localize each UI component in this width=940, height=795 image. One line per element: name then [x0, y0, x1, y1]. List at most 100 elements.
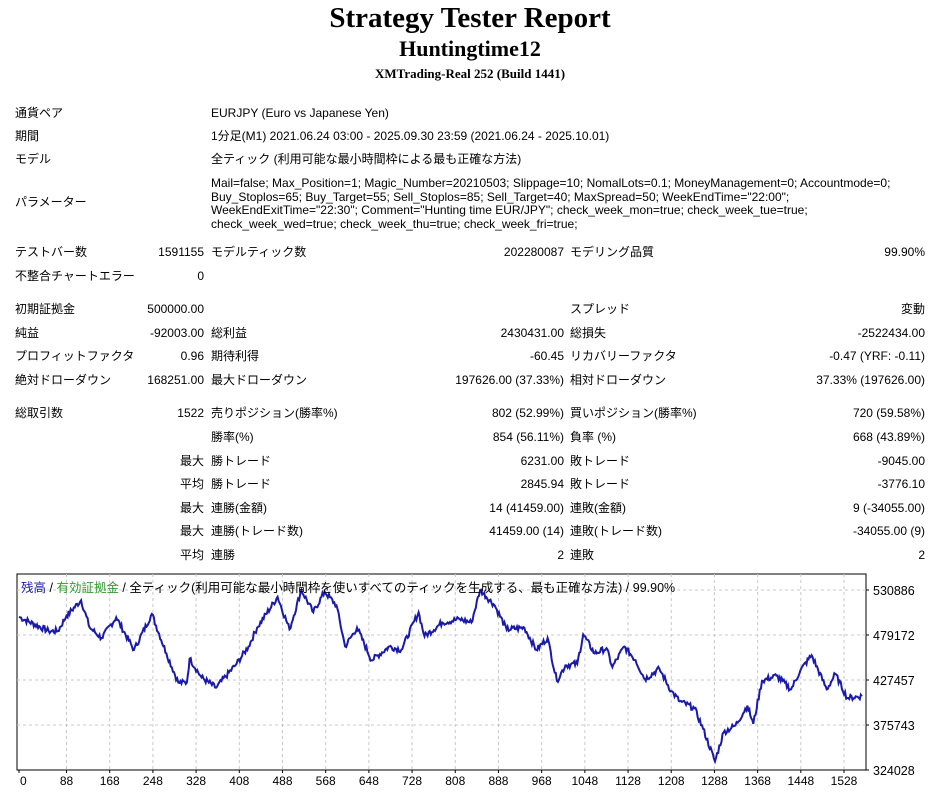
- stat-value: 平均: [179, 477, 204, 491]
- period-label: 期間: [15, 129, 40, 143]
- stat-value: 最大: [179, 454, 204, 468]
- legend-balance: 残高: [21, 581, 47, 595]
- stat-label: 売りポジション(勝率%): [211, 406, 338, 420]
- stat-value: 802 (52.99%): [491, 406, 564, 420]
- stat-value: 0.96: [180, 349, 204, 363]
- stat-value: 37.33% (197626.00): [816, 373, 925, 387]
- x-tick-label: 408: [229, 774, 249, 788]
- stat-value: 14 (41459.00): [489, 501, 564, 515]
- stat-label: 連勝(トレード数): [211, 524, 303, 538]
- x-tick-label: 88: [60, 774, 74, 788]
- x-tick-label: 328: [186, 774, 206, 788]
- x-tick-label: 968: [532, 774, 552, 788]
- ea-name: Huntingtime12: [399, 36, 541, 61]
- x-tick-label: 168: [100, 774, 120, 788]
- chart-legend: 残高 / 有効証拠金 / 全ティック(利用可能な最小時間枠を使いすべてのティック…: [21, 577, 675, 596]
- stat-value: 2430431.00: [500, 326, 564, 340]
- legend-info: / 全ティック(利用可能な最小時間枠を使いすべてのティックを生成する、最も正確な…: [118, 581, 676, 595]
- stat-label: 買いポジション(勝率%): [570, 406, 697, 420]
- balance-chart: 0 88 168 248 328 408 488 568 648 728 808 888 968 1048…: [16, 573, 915, 788]
- stat-value: 668 (43.89%): [852, 430, 925, 444]
- legend-sep: /: [46, 581, 57, 595]
- stat-label: 連勝: [211, 548, 236, 562]
- stat-value: 41459.00 (14): [489, 524, 564, 538]
- stat-label: 勝率(%): [211, 430, 254, 444]
- stat-label: 相対ドローダウン: [570, 373, 667, 387]
- stat-value: 平均: [179, 548, 204, 562]
- x-tick-label: 248: [143, 774, 163, 788]
- stat-label: 勝トレード: [211, 454, 272, 468]
- stat-value: -60.45: [529, 349, 564, 363]
- x-tick-label: 1128: [615, 774, 641, 788]
- y-tick-label: 479172: [873, 629, 915, 643]
- stat-value: -2522434.00: [857, 326, 925, 340]
- stat-value: 最大: [179, 524, 204, 538]
- stat-label: モデルティック数: [211, 245, 307, 259]
- stat-value: 202280087: [503, 245, 564, 259]
- legend-equity: 有効証拠金: [56, 581, 119, 595]
- stat-value: -92003.00: [149, 326, 204, 340]
- stat-label: プロフィットファクタ: [15, 349, 135, 363]
- stat-label: 総損失: [570, 326, 607, 340]
- x-tick-label: 1288: [701, 774, 728, 788]
- x-tick-label: 728: [402, 774, 422, 788]
- period-value: 1分足(M1) 2021.06.24 03:00 - 2025.09.30 23…: [211, 129, 610, 143]
- stat-label: 敗トレード: [570, 454, 631, 468]
- model-label: モデル: [15, 152, 52, 166]
- stat-value: 変動: [900, 302, 925, 316]
- symbol-label: 通貨ペア: [15, 106, 64, 120]
- x-tick-label: 888: [488, 774, 508, 788]
- y-tick-label: 324028: [873, 764, 915, 778]
- stat-value: 854 (56.11%): [492, 430, 564, 444]
- params-value: Mail=false; Max_Position=1; Magic_Number…: [211, 176, 891, 231]
- x-tick-label: 1048: [572, 774, 599, 788]
- stat-label: 負率 (%): [570, 430, 616, 444]
- stat-label: 敗トレード: [570, 477, 631, 491]
- y-tick-label: 375743: [873, 719, 915, 733]
- x-tick-label: 568: [316, 774, 336, 788]
- plot-area: [16, 573, 867, 771]
- stat-label: 不整合チャートエラー: [15, 269, 135, 283]
- stat-value: 500000.00: [147, 302, 204, 316]
- stat-value: 6231.00: [520, 454, 564, 468]
- stat-value: 720 (59.58%): [852, 406, 925, 420]
- stat-value: 0: [197, 269, 204, 283]
- y-tick-label: 427457: [873, 674, 915, 688]
- stat-value: 9 (-34055.00): [852, 501, 925, 515]
- stat-value: 99.90%: [884, 245, 925, 259]
- stat-value: 2: [557, 548, 564, 562]
- symbol-value: EURJPY (Euro vs Japanese Yen): [211, 106, 389, 120]
- server-info: XMTrading-Real 252 (Build 1441): [374, 66, 566, 81]
- stat-label: モデリング品質: [570, 245, 655, 259]
- stat-label: スプレッド: [570, 302, 631, 316]
- stat-value: 2: [918, 548, 925, 562]
- balance-line: [18, 586, 863, 765]
- stat-value: 168251.00: [147, 373, 204, 387]
- x-tick-label: 808: [445, 774, 465, 788]
- y-tick-label: 530886: [873, 584, 915, 598]
- stat-label: 連敗(トレード数): [570, 524, 662, 538]
- stat-label: 期待利得: [211, 349, 260, 363]
- stat-value: -9045.00: [877, 454, 925, 468]
- params-label: パラメーター: [15, 195, 87, 209]
- x-tick-label: 488: [272, 774, 292, 788]
- x-tick-label: 1528: [831, 774, 858, 788]
- stat-value: 2845.94: [520, 477, 564, 491]
- stat-label: 連敗: [570, 548, 595, 562]
- x-tick-label: 1208: [658, 774, 685, 788]
- stat-label: 勝トレード: [211, 477, 272, 491]
- x-tick-label: 648: [359, 774, 379, 788]
- x-tick-label: 1448: [787, 774, 814, 788]
- x-tick-label: 1368: [744, 774, 771, 788]
- stat-value: 197626.00 (37.33%): [455, 373, 564, 387]
- stat-label: 純益: [15, 326, 40, 340]
- stat-label: 連勝(金額): [211, 501, 267, 515]
- stat-value: -0.47 (YRF: -0.11): [829, 349, 925, 363]
- report-title: Strategy Tester Report: [329, 2, 611, 34]
- stat-label: 総取引数: [15, 406, 64, 420]
- model-value: 全ティック (利用可能な最小時間枠による最も正確な方法): [211, 152, 522, 166]
- stat-label: リカバリーファクタ: [570, 349, 677, 363]
- stat-label: 絶対ドローダウン: [15, 373, 112, 387]
- stat-value: -34055.00 (9): [852, 524, 925, 538]
- stat-label: 最大ドローダウン: [211, 373, 308, 387]
